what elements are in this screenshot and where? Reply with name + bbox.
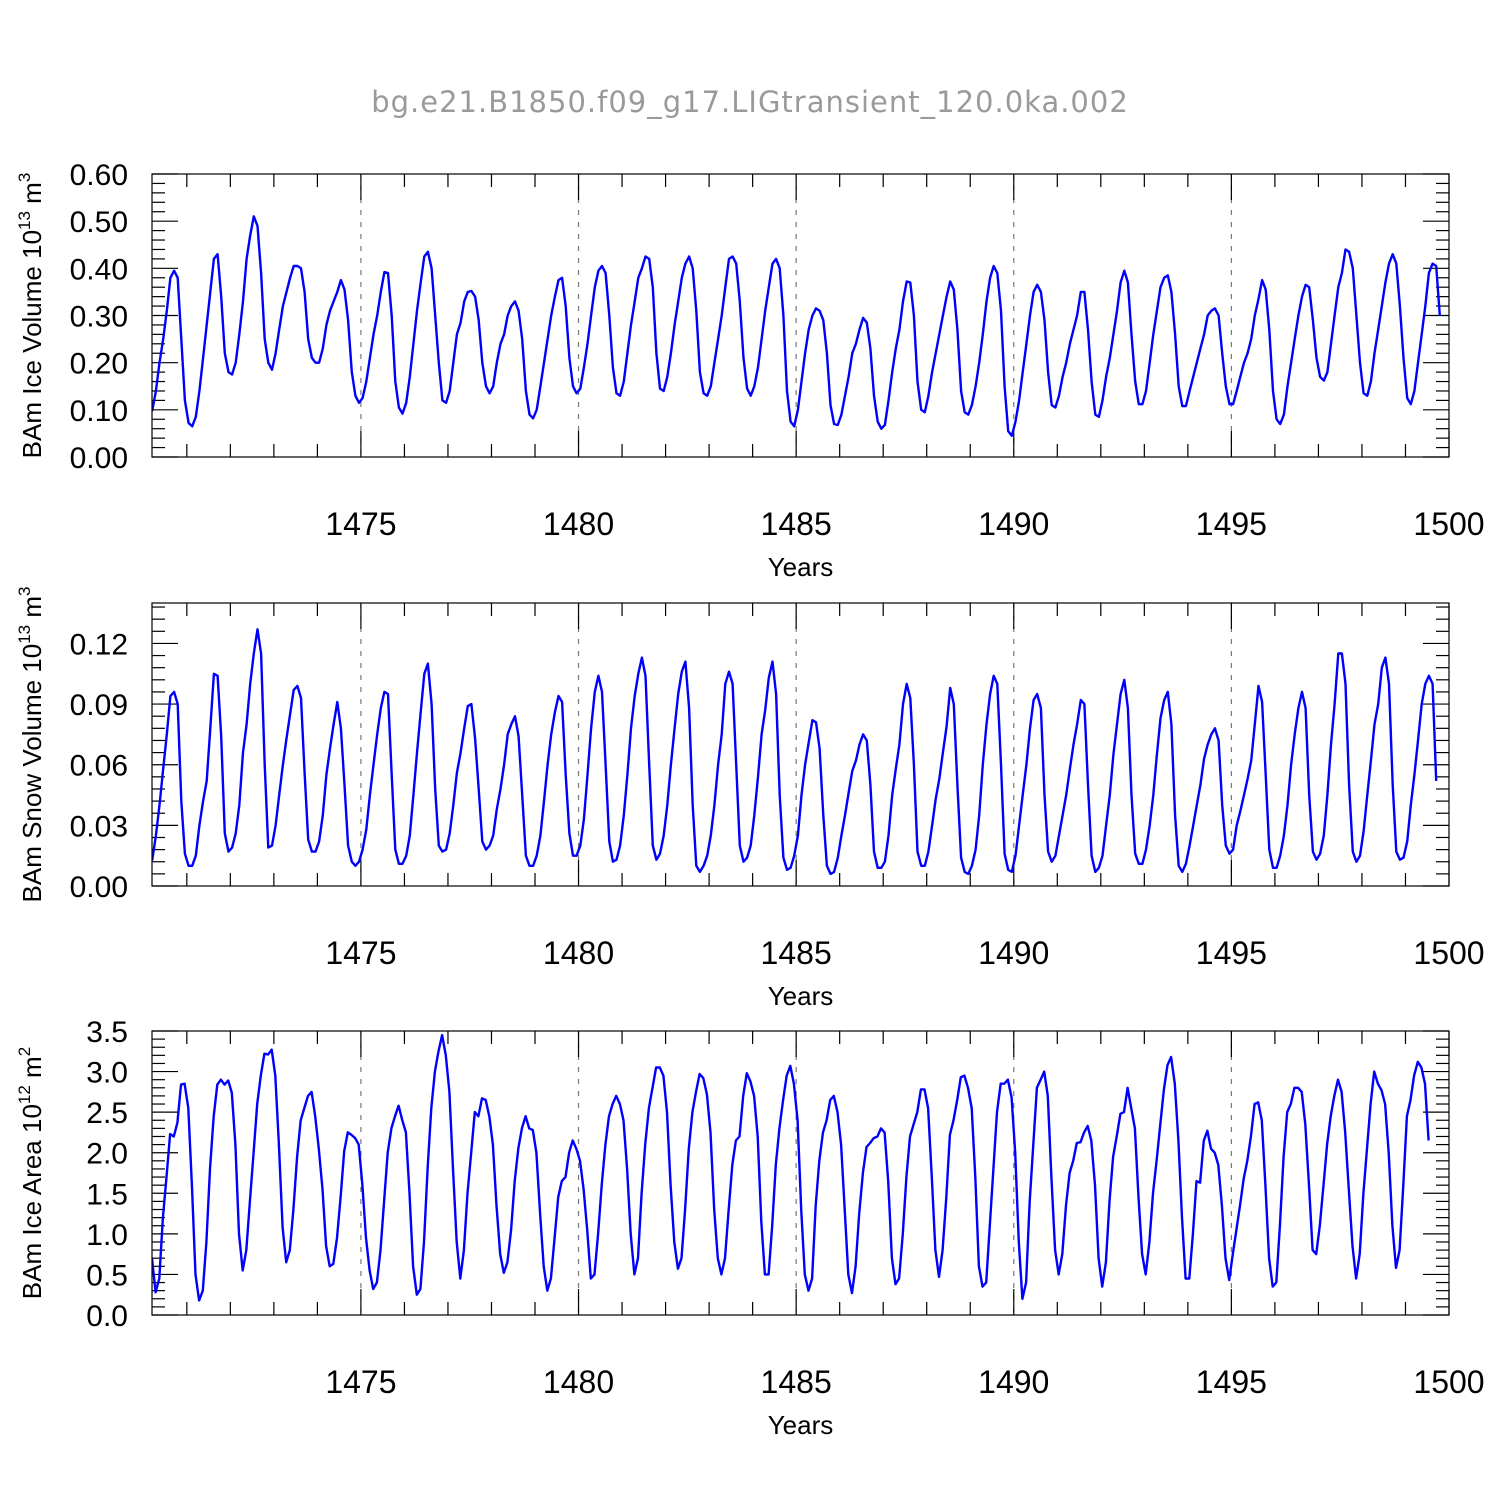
chart-panels: 0.00 0.10 0.20 0.30 0.40 0.50 0.60 1475 1480 1485… xyxy=(15,159,1485,1440)
plot-frame xyxy=(151,1030,1450,1316)
x-tick-label: 1500 xyxy=(1413,506,1484,542)
y-tick-label: 0.50 xyxy=(70,206,128,239)
series-line xyxy=(152,628,1438,876)
y-tick-label: 0.10 xyxy=(70,395,128,428)
y-axis-label-unit-exponent: 3 xyxy=(15,173,34,182)
x-tick-label: 1490 xyxy=(978,935,1049,971)
y-axis-label-unit: m xyxy=(17,596,47,625)
y-axis-label-main: BAm Snow Volume 10 xyxy=(17,644,47,903)
y-axis-label-exponent: 13 xyxy=(15,211,34,230)
y-tick-label: 0.20 xyxy=(70,348,128,381)
x-axis-label: Years xyxy=(768,1410,834,1440)
y-axis-label-exponent: 13 xyxy=(15,625,34,644)
y-tick-label: 0.00 xyxy=(70,442,128,475)
x-tick-label: 1490 xyxy=(978,506,1049,542)
plot-frame xyxy=(151,173,1450,458)
x-tick-label: 1480 xyxy=(543,1364,614,1400)
x-tick-label: 1485 xyxy=(761,506,832,542)
y-tick-label: 0.06 xyxy=(70,750,128,783)
y-axis-label-unit: m xyxy=(17,1056,47,1085)
y-tick-label: 0.40 xyxy=(70,253,128,286)
x-tick-label: 1480 xyxy=(543,506,614,542)
x-tick-label: 1500 xyxy=(1413,1364,1484,1400)
y-axis-label-main: BAm Ice Volume 10 xyxy=(17,230,47,458)
x-tick-label: 1475 xyxy=(325,935,396,971)
y-tick-label: 0.60 xyxy=(70,159,128,192)
y-tick-label: 0.30 xyxy=(70,301,128,334)
y-axis-label-main: BAm Ice Area 10 xyxy=(17,1104,47,1299)
y-tick-label: 0.12 xyxy=(70,628,128,661)
x-tick-label: 1475 xyxy=(325,1364,396,1400)
y-tick-label: 0.09 xyxy=(70,689,128,722)
x-axis-label: Years xyxy=(768,552,834,582)
y-tick-label: 3.0 xyxy=(86,1057,128,1090)
series-line xyxy=(152,215,1441,437)
y-tick-label: 0.00 xyxy=(70,871,128,904)
chart-panel-1: 0.00 0.10 0.20 0.30 0.40 0.50 0.60 1475 1480 1485… xyxy=(15,159,1485,582)
x-tick-label: 1475 xyxy=(325,506,396,542)
series-line xyxy=(152,1033,1430,1302)
y-axis-label-unit-exponent: 3 xyxy=(15,587,34,596)
y-tick-label: 2.0 xyxy=(86,1138,128,1171)
y-axis-label: BAm Ice Area 1012 m2 xyxy=(15,1047,47,1299)
x-axis-label: Years xyxy=(768,981,834,1011)
figure-title: bg.e21.B1850.f09_g17.LIGtransient_120.0k… xyxy=(371,85,1129,119)
y-axis-label: BAm Ice Volume 1013 m3 xyxy=(15,173,47,459)
y-axis-label-unit-exponent: 2 xyxy=(15,1047,34,1056)
y-tick-label: 2.5 xyxy=(86,1097,128,1130)
y-tick-label: 0.03 xyxy=(70,810,128,843)
x-tick-label: 1490 xyxy=(978,1364,1049,1400)
y-tick-label: 1.0 xyxy=(86,1219,128,1252)
y-tick-label: 0.5 xyxy=(86,1259,128,1292)
x-tick-label: 1500 xyxy=(1413,935,1484,971)
y-tick-label: 0.0 xyxy=(86,1300,128,1333)
x-tick-label: 1495 xyxy=(1196,506,1267,542)
y-tick-label: 1.5 xyxy=(86,1178,128,1211)
x-tick-label: 1495 xyxy=(1196,1364,1267,1400)
x-tick-label: 1495 xyxy=(1196,935,1267,971)
chart-panel-3: 0.0 0.5 1.0 1.5 2.0 2.5 3.0 3.5 1475 1480 1485 1490… xyxy=(15,1016,1485,1440)
y-tick-label: 3.5 xyxy=(86,1016,128,1049)
y-axis-label-exponent: 12 xyxy=(15,1085,34,1104)
plot-frame xyxy=(151,602,1450,887)
chart-panel-2: 0.00 0.03 0.06 0.09 0.12 1475 1480 1485 1490 1495… xyxy=(15,587,1485,1011)
x-tick-label: 1480 xyxy=(543,935,614,971)
x-tick-label: 1485 xyxy=(761,1364,832,1400)
x-tick-label: 1485 xyxy=(761,935,832,971)
y-axis-label-unit: m xyxy=(17,182,47,211)
y-axis-label: BAm Snow Volume 1013 m3 xyxy=(15,587,47,903)
